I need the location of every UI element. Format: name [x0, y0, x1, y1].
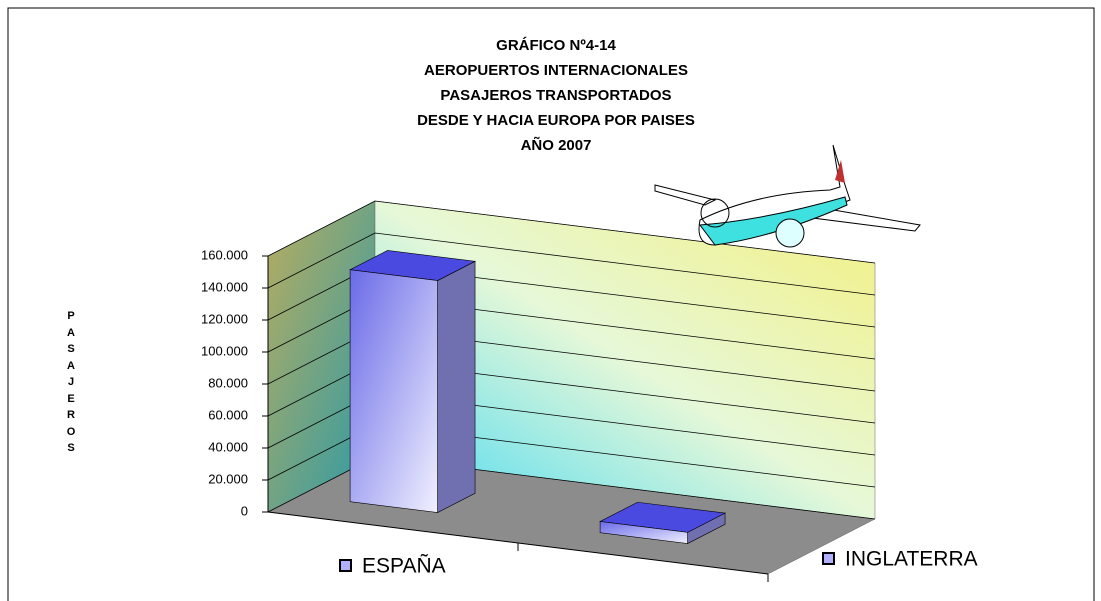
chart-title: AÑO 2007 [521, 136, 592, 154]
y-tick-label: 60.000 [208, 407, 248, 422]
walls: 0 20.000 40.000 60.000 80.000 100.000 120.000 1… [201, 200, 876, 582]
y-tick-label: 140.000 [201, 279, 248, 294]
frame [7, 7, 1095, 601]
chart-title: PASAJEROS TRANSPORTADOS [440, 87, 671, 104]
y-tick-label: 0 [241, 503, 248, 518]
category-marker [822, 552, 835, 565]
grid-line [267, 232, 876, 296]
category-marker [339, 559, 352, 572]
bar [599, 521, 688, 544]
x-tick-label: INGLATERRA [845, 548, 978, 571]
y-tick-label: 160.000 [201, 247, 248, 262]
chart-title: AEROPUERTOS INTERNACIONALES [424, 62, 688, 79]
x-tick-label: ESPAÑA [362, 554, 446, 578]
y-axis-title: PASAJEROS [66, 310, 76, 454]
y-tick-label: 20.000 [208, 471, 248, 486]
y-tick-label: 80.000 [208, 375, 248, 390]
bar [349, 269, 438, 513]
chart-title: GRÁFICO Nº4-14 [496, 37, 616, 54]
y-tick-label: 120.000 [201, 311, 248, 326]
airplane-icon [654, 144, 921, 248]
title-group: GRÁFICO Nº4-14 AEROPUERTOS INTERNACIONALE… [417, 37, 695, 154]
plot: ESPAÑA INGLATERRA [339, 250, 978, 578]
bar-side [437, 260, 476, 514]
chart-title: DESDE Y HACIA EUROPA POR PAISES [417, 112, 695, 129]
y-tick-label: 100.000 [201, 343, 248, 358]
y-tick-label: 40.000 [208, 439, 248, 454]
